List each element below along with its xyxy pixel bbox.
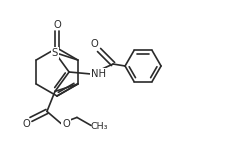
Text: O: O (90, 39, 98, 49)
Text: NH: NH (91, 69, 106, 79)
Text: O: O (53, 20, 61, 30)
Text: CH₃: CH₃ (90, 122, 108, 131)
Text: S: S (52, 48, 58, 58)
Text: O: O (62, 119, 70, 129)
Text: O: O (22, 119, 30, 129)
